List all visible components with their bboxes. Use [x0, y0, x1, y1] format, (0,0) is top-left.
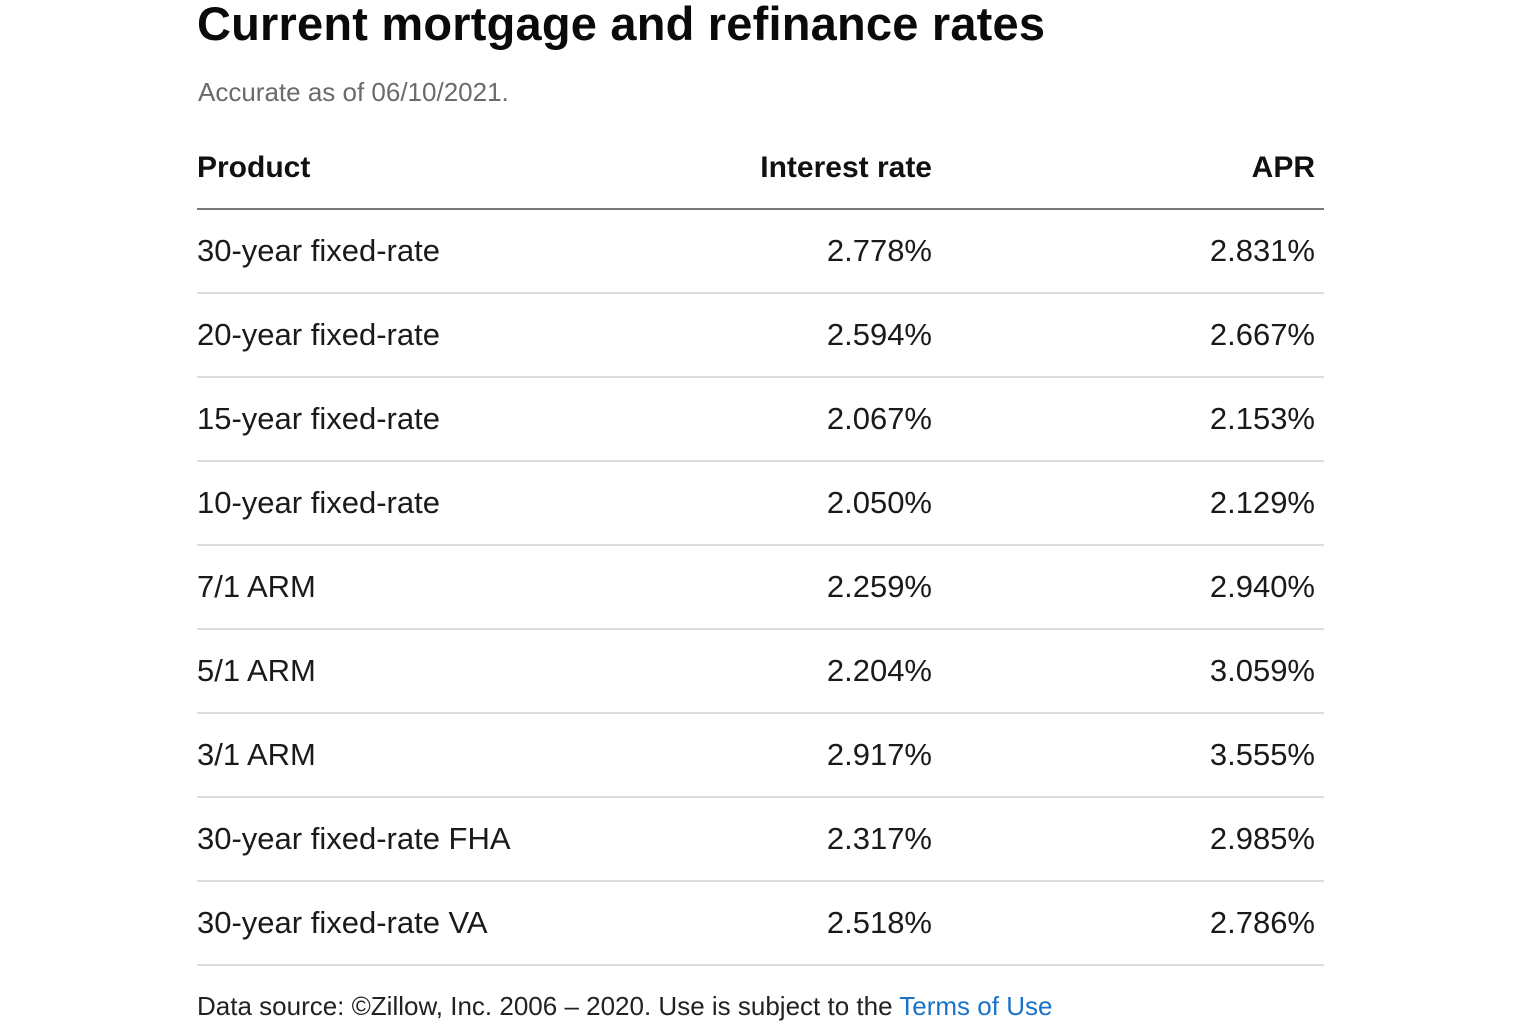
product-cell: 20-year fixed-rate: [197, 293, 677, 378]
product-cell: 15-year fixed-rate: [197, 377, 677, 462]
apr-cell: 2.667%: [932, 293, 1324, 378]
product-cell: 30-year fixed-rate FHA: [197, 797, 677, 882]
table-row: 3/1 ARM 2.917% 3.555%: [197, 713, 1324, 798]
table-row: 30-year fixed-rate 2.778% 2.831%: [197, 209, 1324, 294]
interest-rate-cell: 2.518%: [677, 881, 932, 966]
apr-cell: 3.555%: [932, 713, 1324, 798]
interest-rate-cell: 2.259%: [677, 545, 932, 630]
data-source-note: Data source: ©Zillow, Inc. 2006 – 2020. …: [197, 990, 1052, 1022]
table-row: 30-year fixed-rate VA 2.518% 2.786%: [197, 881, 1324, 966]
table-header: Product Interest rate APR: [197, 128, 1324, 210]
interest-rate-cell: 2.317%: [677, 797, 932, 882]
column-header-product: Product: [197, 128, 677, 210]
table-row: 20-year fixed-rate 2.594% 2.667%: [197, 293, 1324, 378]
product-cell: 3/1 ARM: [197, 713, 677, 798]
product-cell: 5/1 ARM: [197, 629, 677, 714]
apr-cell: 2.129%: [932, 461, 1324, 546]
product-cell: 30-year fixed-rate VA: [197, 881, 677, 966]
table-body: 30-year fixed-rate 2.778% 2.831% 20-year…: [197, 209, 1324, 966]
apr-cell: 2.940%: [932, 545, 1324, 630]
accuracy-date: Accurate as of 06/10/2021.: [198, 77, 509, 107]
interest-rate-cell: 2.778%: [677, 209, 932, 294]
table-row: 15-year fixed-rate 2.067% 2.153%: [197, 377, 1324, 462]
table-row: 30-year fixed-rate FHA 2.317% 2.985%: [197, 797, 1324, 882]
product-cell: 7/1 ARM: [197, 545, 677, 630]
table-row: 7/1 ARM 2.259% 2.940%: [197, 545, 1324, 630]
apr-cell: 3.059%: [932, 629, 1324, 714]
column-header-interest-rate: Interest rate: [677, 128, 932, 210]
interest-rate-cell: 2.067%: [677, 377, 932, 462]
rates-table: Product Interest rate APR 30-year fixed-…: [197, 128, 1324, 966]
interest-rate-cell: 2.050%: [677, 461, 932, 546]
column-header-apr: APR: [932, 128, 1324, 210]
apr-cell: 2.831%: [932, 209, 1324, 294]
data-source-text: Data source: ©Zillow, Inc. 2006 – 2020. …: [197, 991, 900, 1021]
apr-cell: 2.786%: [932, 881, 1324, 966]
terms-of-use-link[interactable]: Terms of Use: [899, 991, 1053, 1021]
product-cell: 10-year fixed-rate: [197, 461, 677, 546]
interest-rate-cell: 2.204%: [677, 629, 932, 714]
product-cell: 30-year fixed-rate: [197, 209, 677, 294]
interest-rate-cell: 2.594%: [677, 293, 932, 378]
header-row: Product Interest rate APR: [197, 128, 1324, 210]
table-row: 5/1 ARM 2.204% 3.059%: [197, 629, 1324, 714]
interest-rate-cell: 2.917%: [677, 713, 932, 798]
apr-cell: 2.985%: [932, 797, 1324, 882]
table-row: 10-year fixed-rate 2.050% 2.129%: [197, 461, 1324, 546]
page-title: Current mortgage and refinance rates: [197, 0, 1046, 50]
apr-cell: 2.153%: [932, 377, 1324, 462]
